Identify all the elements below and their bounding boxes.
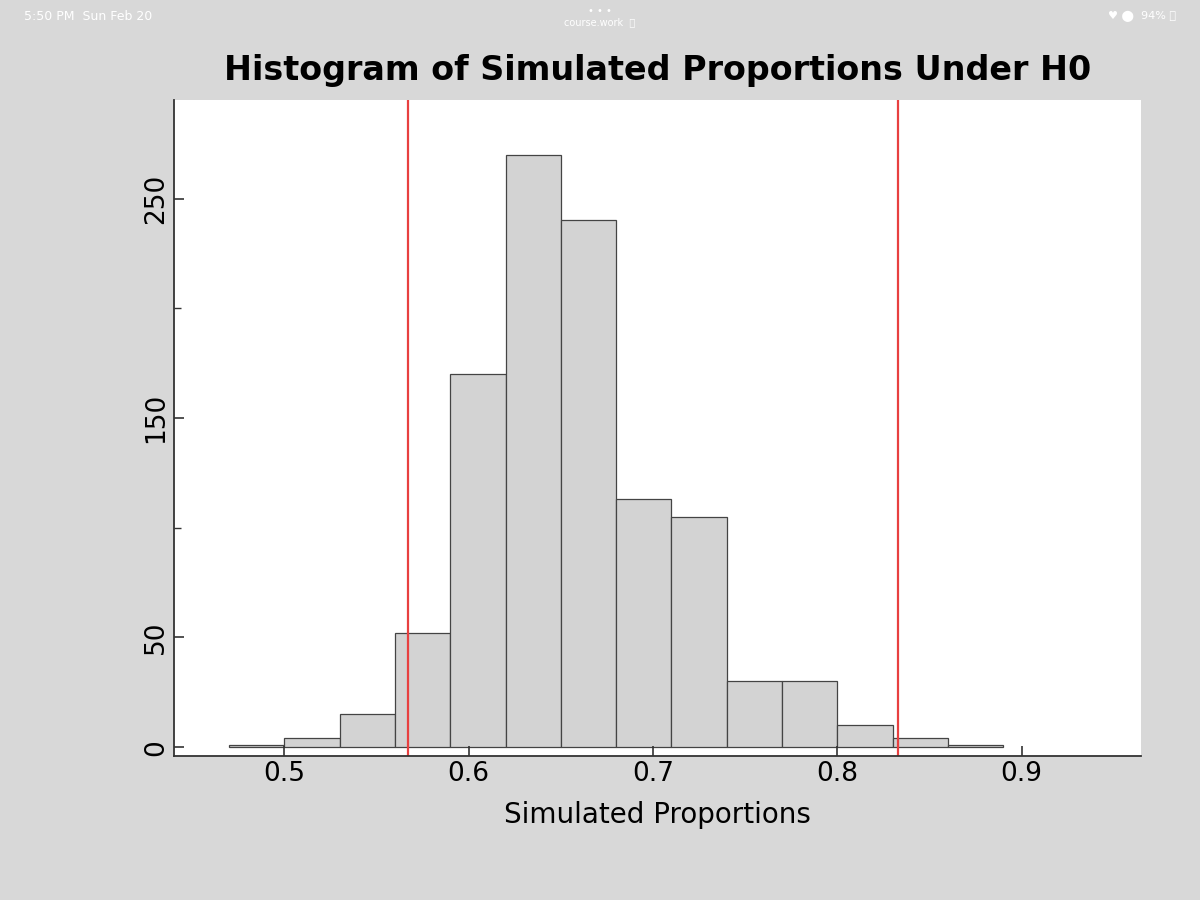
Bar: [948, 745, 1003, 747]
Bar: [893, 739, 948, 747]
Bar: [782, 681, 838, 747]
Bar: [505, 155, 560, 747]
Bar: [340, 715, 395, 747]
Text: ♥ ⬤  94% 🔋: ♥ ⬤ 94% 🔋: [1108, 11, 1176, 22]
Bar: [284, 739, 340, 747]
Bar: [229, 745, 284, 747]
Bar: [838, 725, 893, 747]
X-axis label: Simulated Proportions: Simulated Proportions: [504, 801, 811, 829]
Text: 5:50 PM  Sun Feb 20: 5:50 PM Sun Feb 20: [24, 10, 152, 23]
Bar: [450, 374, 505, 747]
Bar: [727, 681, 782, 747]
Title: Histogram of Simulated Proportions Under H0: Histogram of Simulated Proportions Under…: [224, 54, 1091, 87]
Text: • • •
course.work  🔒: • • • course.work 🔒: [564, 6, 636, 28]
Bar: [560, 220, 616, 747]
Bar: [395, 633, 450, 747]
Bar: [616, 500, 672, 747]
Bar: [672, 517, 727, 747]
